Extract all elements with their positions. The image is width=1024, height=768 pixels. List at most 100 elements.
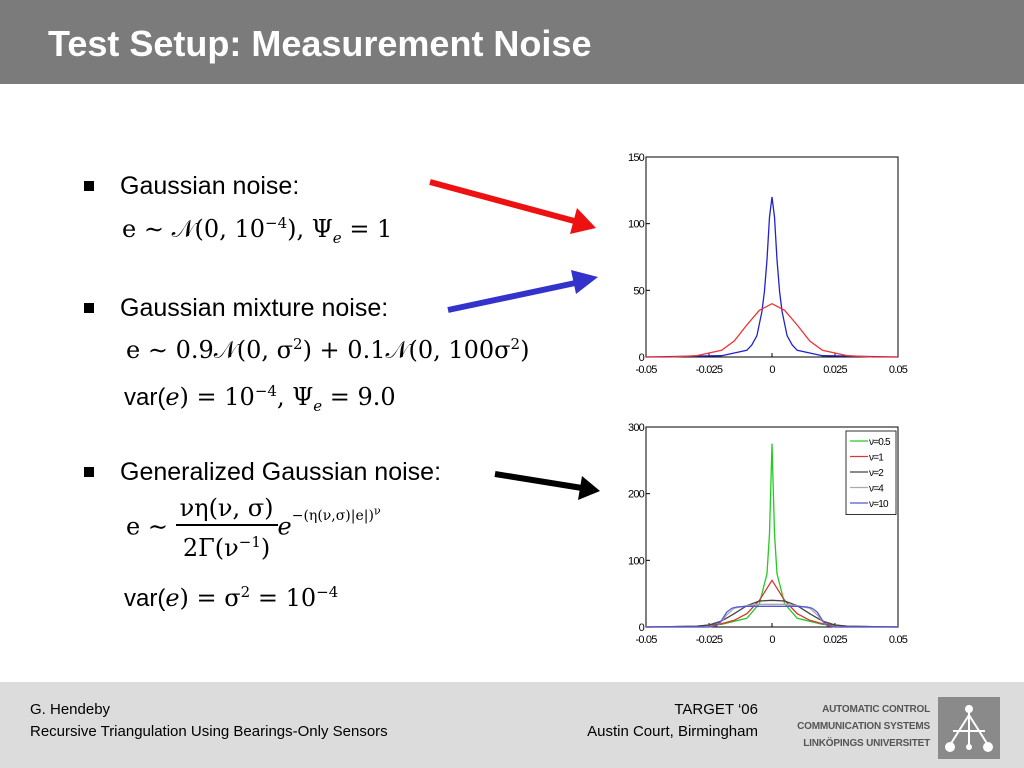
series-line-1 [646,302,898,358]
arrow-shaft [447,279,581,313]
eq-text: ) [260,534,271,562]
x-tick-label: -0.025 [696,634,723,646]
eq-text: = 9.0 [322,383,396,411]
eq-text: e [165,383,180,411]
x-tick-label: 0.025 [823,364,847,376]
eq-text: e ∼ 𝒩(0, 10 [122,215,265,243]
y-tick-label: 0 [639,352,645,364]
arrow-shaft [494,471,583,491]
footer-event: TARGET ‘06 [674,701,758,718]
eq-sup: −(η(ν,σ)|e|)ν [291,504,381,524]
eq-text: ) + 0.1𝒩(0, 100σ [302,336,511,364]
eq-text: ), Ψ [287,215,333,243]
equation-mixture-var: var(e) = 10−4, Ψe = 9.0 [124,376,396,421]
arrow-head [578,476,600,500]
arrow-gaussian [429,179,596,234]
eq-sup: −4 [265,214,288,232]
institution-line-2: COMMUNICATION SYSTEMS [797,721,930,732]
plot-frame [645,156,899,358]
series-line-4 [646,605,898,628]
legend-entry: ν=1 [869,453,884,464]
equation-gaussian: e ∼ 𝒩(0, 10−4), Ψe = 1 [122,208,392,253]
x-tick-label: -0.025 [696,364,723,376]
eq-text: ) = 10 [179,383,255,411]
institution-line-1: AUTOMATIC CONTROL [822,704,930,715]
y-tick-label: 300 [628,422,645,434]
legend-entry: ν=2 [869,468,884,479]
eq-sup: −4 [316,583,339,601]
eq-sub: e [313,396,323,415]
eq-sup: 2 [293,335,303,353]
footer-author: G. Hendeby [30,701,111,718]
series-line-1 [645,579,899,628]
arrow-head [571,270,598,294]
equation-mixture: e ∼ 0.9𝒩(0, σ2) + 0.1𝒩(0, 100σ2) [126,329,529,365]
eq-sup: 2 [510,335,521,353]
x-tick-label: 0.025 [823,634,847,646]
eq-sup: ν [373,503,381,517]
eq-text: = 1 [341,215,393,243]
x-tick-label: 0.05 [889,634,908,646]
x-tick-label: 0 [769,634,775,646]
bullet-marker [84,303,94,313]
university-logo-icon [945,705,993,752]
eq-sup: −1 [238,533,261,551]
legend-entry: ν=4 [869,484,884,495]
institution-line-3: LINKÖPINGS UNIVERSITET [803,738,930,749]
eq-sup: −4 [254,382,277,400]
x-tick-label: 0.05 [889,364,908,376]
eq-text: , Ψ [276,383,314,411]
legend-entry: ν=10 [869,499,889,510]
x-tick-label: 0 [769,364,775,376]
eq-text: = 10 [250,584,317,612]
eq-fraction: νη(ν, σ) 2Γ(ν−1) [175,494,278,562]
eq-denominator: 2Γ(ν−1) [176,526,278,562]
y-tick-label: 200 [628,489,645,501]
footer-venue: Austin Court, Birmingham [587,723,758,740]
series-line-2 [645,599,899,628]
eq-text: e [277,512,292,541]
arrow-head [570,208,596,234]
series-line-0 [645,196,899,358]
bullet-gaussian: Gaussian noise: [120,172,300,200]
arrow-shaft [429,179,579,225]
eq-text: var( [124,585,166,612]
university-logo [938,697,1000,759]
bullet-marker [84,181,94,191]
bullet-generalized: Generalized Gaussian noise: [120,458,442,486]
arrow-mixture [447,270,598,313]
eq-text: 2Γ(ν [182,534,239,562]
bullet-mixture: Gaussian mixture noise: [120,294,389,322]
eq-text: ) [520,336,530,364]
y-tick-label: 50 [633,285,644,297]
x-tick-label: -0.05 [635,634,657,646]
eq-text: −(η(ν,σ)|e|) [291,507,374,524]
equation-generalized: e ∼ νη(ν, σ) 2Γ(ν−1) e−(η(ν,σ)|e|)ν [126,494,381,562]
eq-sub: e [332,228,342,247]
footer-talk-title: Recursive Triangulation Using Bearings-O… [30,723,388,740]
legend-box [845,430,897,515]
slide-header: Test Setup: Measurement Noise [0,0,1024,84]
y-tick-label: 150 [628,152,645,164]
eq-text: ) = σ [179,584,241,612]
x-tick-label: -0.05 [635,364,657,376]
gaussian-pdf-chart: -0.05 -0.025 0 0.025 0.05 0 50 100 150 [628,152,909,376]
y-tick-label: 100 [628,219,645,231]
eq-text: var( [124,384,166,411]
equation-generalized-var: var(e) = σ2 = 10−4 [124,577,338,614]
y-tick-label: 100 [628,555,645,567]
eq-text: e ∼ 0.9𝒩(0, σ [126,336,294,364]
eq-sup: 2 [240,583,251,601]
slide-title: Test Setup: Measurement Noise [48,23,592,64]
generalized-gaussian-pdf-chart: -0.05 -0.025 0 0.025 0.05 0 100 200 300 ν=0.5 ν=1 ν… [628,422,909,646]
y-tick-label: 0 [639,622,645,634]
slide-footer: G. Hendeby Recursive Triangulation Using… [0,682,1024,768]
series-line-0 [645,443,899,628]
arrow-generalized [494,471,600,500]
eq-text: e ∼ [126,512,168,541]
legend-entry: ν=0.5 [869,437,891,448]
bullet-marker [84,467,94,477]
eq-text: e [165,584,180,612]
eq-numerator: νη(ν, σ) [175,494,278,526]
